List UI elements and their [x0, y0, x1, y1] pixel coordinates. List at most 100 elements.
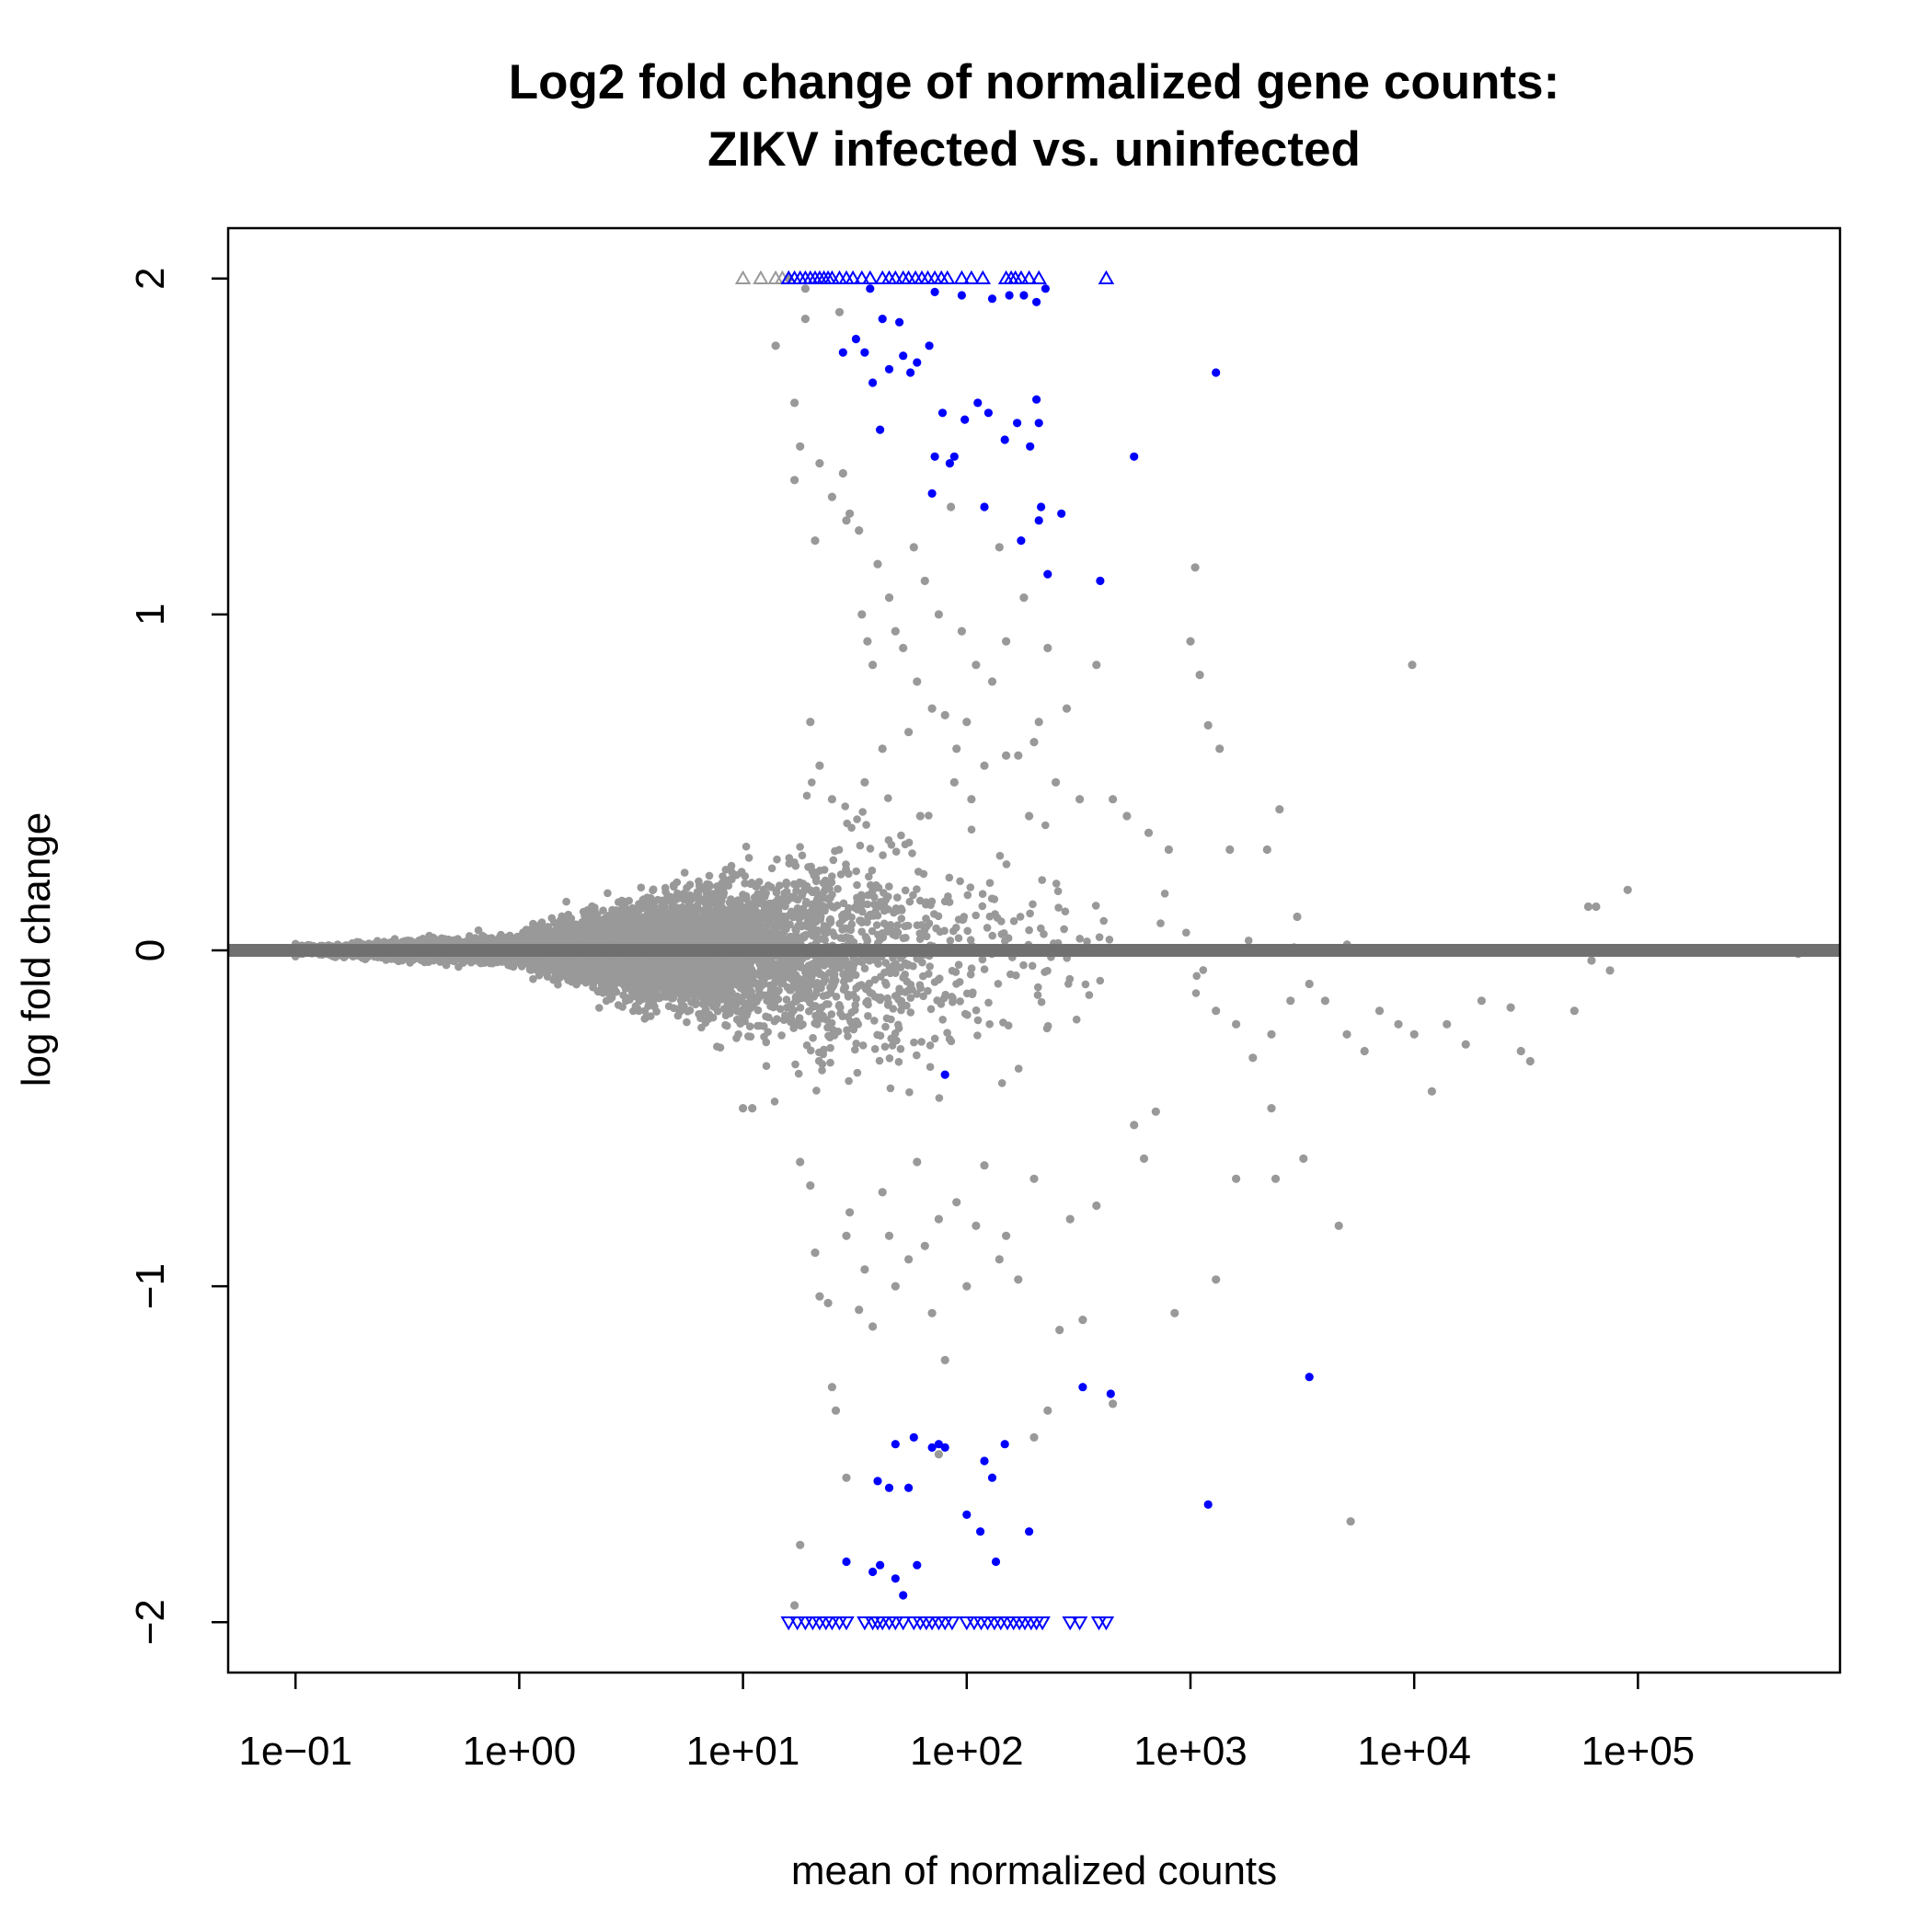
data-point: [1002, 860, 1011, 868]
data-point: [891, 847, 901, 856]
data-point: [1199, 966, 1208, 974]
data-point: [685, 1006, 695, 1015]
data-point: [762, 1062, 771, 1070]
data-point: [905, 897, 914, 906]
data-point: [680, 868, 689, 877]
data-point: [973, 1016, 983, 1025]
data-point: [978, 890, 987, 898]
data-point: [894, 1057, 903, 1066]
data-point: [721, 1011, 730, 1019]
data-point: [826, 1043, 834, 1052]
data-point: [906, 1008, 915, 1017]
data-point: [562, 897, 570, 906]
data-point: [802, 897, 811, 906]
data-point: [872, 921, 881, 929]
data-point: [708, 1013, 718, 1022]
data-point: [811, 1002, 819, 1010]
data-point: [827, 878, 836, 887]
data-point: [808, 778, 816, 787]
data-point: [1025, 926, 1033, 935]
data-point: [777, 1031, 786, 1040]
data-point: [851, 971, 860, 980]
data-point: [938, 1016, 947, 1024]
data-point: [978, 955, 987, 964]
data-point: [930, 1034, 939, 1043]
data-point: [529, 974, 537, 983]
data-point: [1019, 960, 1028, 970]
data-point: [1156, 919, 1165, 927]
data-point: [922, 932, 931, 941]
data-point: [881, 1022, 890, 1031]
data-point: [852, 867, 860, 876]
data-point: [897, 831, 905, 840]
data-point: [966, 883, 975, 891]
data-point: [853, 1068, 862, 1077]
data-point: [851, 1045, 859, 1054]
data-point: [1081, 980, 1090, 989]
data-point: [1075, 935, 1084, 943]
data-point: [836, 870, 845, 879]
data-point: [852, 1040, 860, 1048]
data-point: [870, 975, 880, 984]
data-point: [845, 1076, 853, 1086]
data-point: [770, 1098, 779, 1106]
data-point: [1083, 937, 1091, 946]
data-point: [901, 886, 910, 895]
data-point: [802, 1041, 811, 1050]
data-point: [966, 936, 975, 944]
data-point: [860, 964, 869, 972]
data-point: [1091, 902, 1100, 910]
data-point: [1096, 976, 1105, 985]
chart-title-line-1: Log2 fold change of normalized gene coun…: [509, 55, 1560, 109]
data-point: [1064, 980, 1073, 988]
data-point: [994, 980, 1003, 988]
data-point: [802, 791, 811, 800]
data-point: [913, 1051, 921, 1060]
data-point: [1043, 966, 1052, 975]
data-point: [899, 934, 908, 943]
data-point: [995, 851, 1005, 860]
data-point: [773, 855, 781, 864]
data-point: [897, 914, 906, 923]
data-point: [1006, 970, 1015, 979]
data-point: [866, 845, 875, 853]
data-point: [980, 965, 989, 973]
data-point: [905, 1087, 914, 1097]
data-point: [1052, 880, 1061, 888]
data-point: [829, 856, 838, 865]
data-point: [764, 1028, 772, 1036]
data-point: [782, 995, 791, 1004]
data-point: [880, 1042, 890, 1051]
data-point: [954, 934, 963, 942]
data-point: [1244, 937, 1253, 945]
data-point: [864, 1012, 872, 1020]
data-point: [849, 1025, 858, 1034]
data-point: [796, 1004, 805, 1012]
data-point: [683, 1018, 691, 1027]
data-point: [762, 1038, 771, 1047]
data-point: [741, 879, 749, 888]
data-point: [915, 981, 925, 989]
data-point: [844, 1032, 852, 1041]
data-point: [875, 1056, 884, 1065]
data-point: [858, 1041, 868, 1050]
data-point: [990, 895, 999, 903]
data-point: [915, 896, 925, 905]
data-point: [826, 1058, 834, 1067]
data-point: [926, 1063, 935, 1071]
data-point: [879, 933, 888, 942]
data-point: [1099, 916, 1108, 926]
data-point: [695, 881, 704, 890]
data-point: [825, 901, 834, 910]
data-point: [646, 893, 655, 903]
data-point: [474, 926, 483, 935]
data-point: [599, 906, 607, 914]
data-point: [966, 970, 975, 979]
data-point: [947, 1037, 956, 1046]
data-point: [554, 980, 562, 989]
data-point: [830, 932, 839, 940]
data-point: [870, 1044, 880, 1053]
data-point: [543, 972, 552, 981]
data-point: [997, 1079, 1006, 1087]
